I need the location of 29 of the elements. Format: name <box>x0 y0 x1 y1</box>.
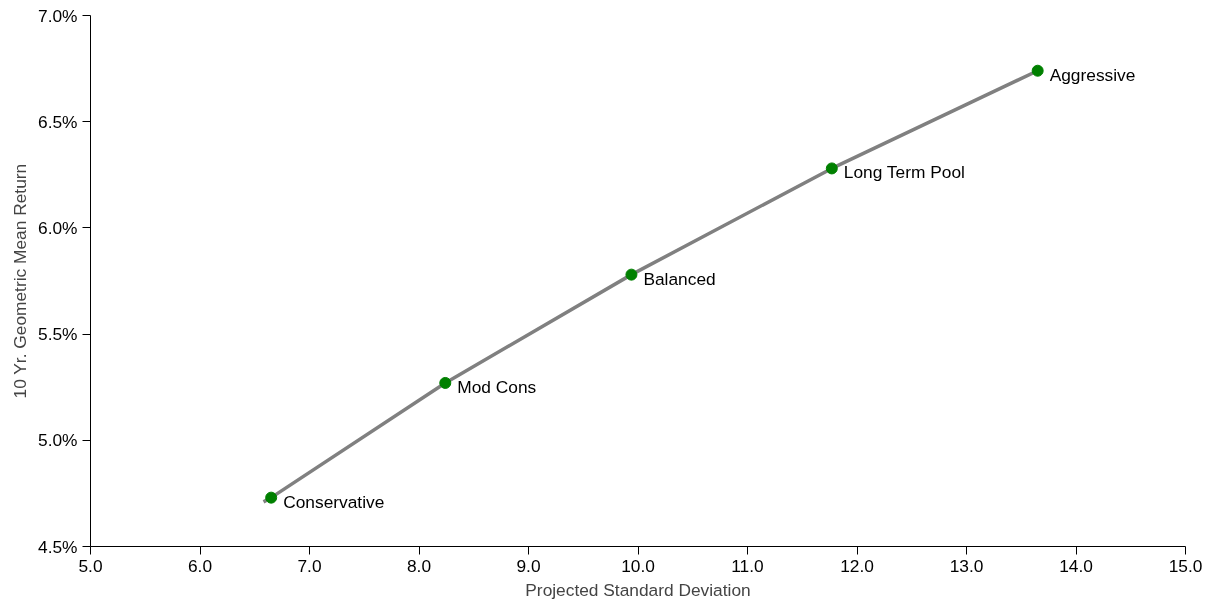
x-tick-label: 14.0 <box>1059 555 1093 576</box>
x-tick-label: 5.0 <box>78 555 103 576</box>
x-tick-label: 8.0 <box>406 555 432 576</box>
x-tick-label: 11.0 <box>731 555 764 576</box>
y-tick-label: 5.0% <box>38 430 78 451</box>
x-tick-label: 10.0 <box>621 555 655 576</box>
y-tick-label: 6.5% <box>38 111 78 132</box>
y-tick-label: 6.0% <box>38 217 78 238</box>
y-axis-title: 10 Yr. Geometric Mean Return <box>10 163 30 399</box>
point <box>1031 64 1044 77</box>
point <box>825 162 838 175</box>
point <box>625 268 638 281</box>
x-tick-label: 6.0 <box>187 555 213 576</box>
point <box>265 491 278 504</box>
annotation: Aggressive <box>1049 64 1136 85</box>
x-tick-label: 7.0 <box>297 555 322 576</box>
x-tick-label: 13.0 <box>949 555 984 576</box>
annotation: Long Term Pool <box>843 162 965 183</box>
annotation: Mod Cons <box>457 376 537 397</box>
annotation: Conservative <box>283 491 385 512</box>
y-tick-label: 7.0% <box>38 5 78 26</box>
x-tick-label: 15.0 <box>1168 555 1203 576</box>
x-tick-label: 12.0 <box>840 555 874 576</box>
y-tick-label: 5.5% <box>38 324 78 345</box>
annotation: Balanced <box>643 268 716 289</box>
x-tick-label: 9.0 <box>516 555 541 576</box>
point <box>439 376 452 389</box>
x-axis-title: Projected Standard Deviation <box>525 579 751 600</box>
y-tick-label: 4.5% <box>38 536 78 557</box>
